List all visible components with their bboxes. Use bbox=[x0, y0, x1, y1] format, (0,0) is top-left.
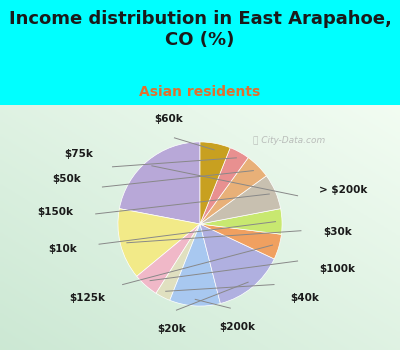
Wedge shape bbox=[170, 224, 220, 306]
Text: $40k: $40k bbox=[290, 293, 319, 303]
Wedge shape bbox=[137, 224, 200, 293]
Wedge shape bbox=[118, 209, 200, 276]
Text: $75k: $75k bbox=[64, 149, 93, 159]
Wedge shape bbox=[119, 142, 200, 224]
Text: $150k: $150k bbox=[37, 207, 73, 217]
Wedge shape bbox=[200, 224, 274, 303]
Text: $50k: $50k bbox=[52, 174, 81, 184]
Text: > $200k: > $200k bbox=[319, 184, 367, 195]
Text: $30k: $30k bbox=[323, 227, 352, 237]
Text: Income distribution in East Arapahoe,
CO (%): Income distribution in East Arapahoe, CO… bbox=[8, 10, 392, 49]
Text: ⓘ City-Data.com: ⓘ City-Data.com bbox=[252, 136, 325, 145]
Text: $200k: $200k bbox=[219, 322, 255, 331]
Wedge shape bbox=[200, 148, 248, 224]
Wedge shape bbox=[200, 142, 230, 224]
Text: $125k: $125k bbox=[70, 293, 106, 303]
Text: $100k: $100k bbox=[319, 264, 355, 274]
Text: $20k: $20k bbox=[157, 324, 186, 334]
Text: $10k: $10k bbox=[48, 244, 77, 254]
Wedge shape bbox=[200, 176, 281, 224]
Wedge shape bbox=[200, 209, 282, 234]
Wedge shape bbox=[200, 158, 266, 224]
Text: $60k: $60k bbox=[154, 114, 183, 124]
Wedge shape bbox=[156, 224, 200, 300]
Text: Asian residents: Asian residents bbox=[139, 85, 261, 99]
Wedge shape bbox=[200, 224, 282, 259]
